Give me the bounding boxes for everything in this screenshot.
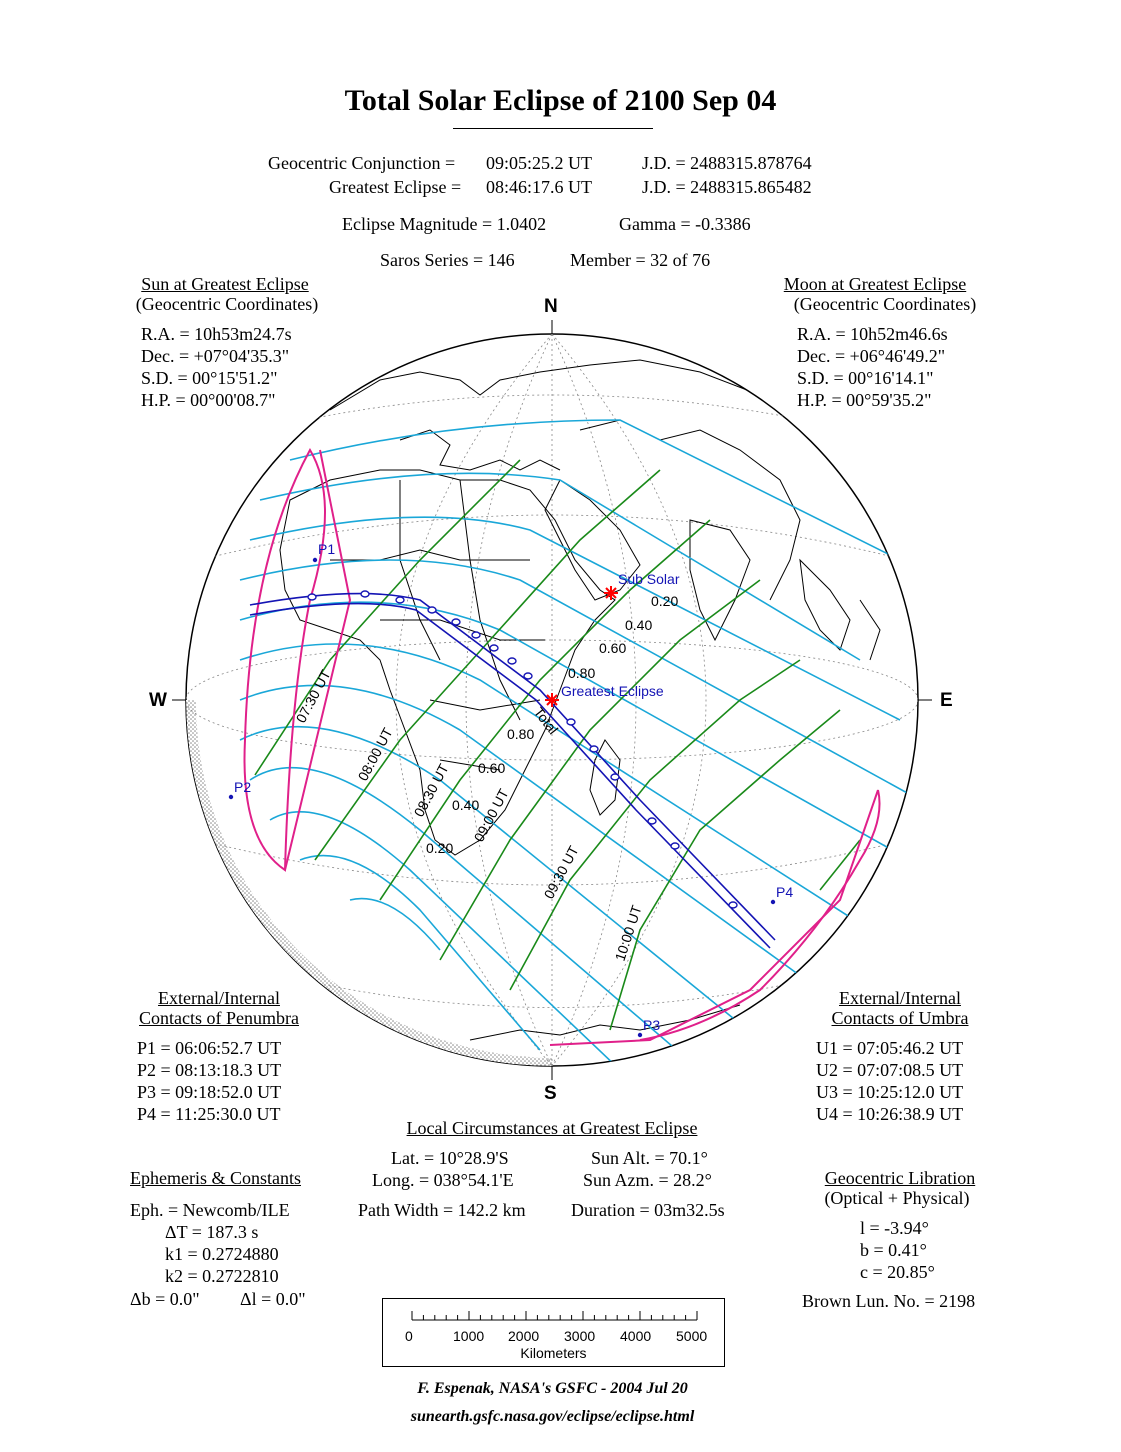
greatest-jd: J.D. = 2488315.865482: [642, 177, 812, 197]
umbra-u1: U1 = 07:05:46.2 UT: [816, 1038, 964, 1058]
scale-unit: Kilometers: [520, 1345, 587, 1361]
penumbra-heading-2: Contacts of Penumbra: [139, 1008, 299, 1028]
scale-tick-4000: 4000: [620, 1328, 652, 1344]
conjunction-label: Geocentric Conjunction =: [268, 153, 456, 173]
sun-dec: Dec. = +07°04'35.3": [141, 346, 290, 366]
scale-bar-box: 0 1000 2000 3000 4000 5000 Kilometers: [382, 1298, 725, 1367]
local-lat: Lat. = 10°28.9'S: [391, 1148, 509, 1168]
footer-credit: F. Espenak, NASA's GSFC - 2004 Jul 20: [417, 1380, 688, 1397]
umbra-markers: [307, 590, 738, 909]
sub-solar-label: Sub Solar: [618, 571, 680, 587]
moon-hp: H.P. = 00°59'35.2": [797, 390, 932, 410]
scale-bar-ruler: [411, 1311, 698, 1321]
conjunction-jd: J.D. = 2488315.878764: [642, 153, 812, 173]
p4-label: P4: [776, 884, 793, 900]
scale-tick-0: 0: [405, 1328, 413, 1344]
penumbra-p2: P2 = 08:13:18.3 UT: [137, 1060, 282, 1080]
penumbra-p4: P4 = 11:25:30.0 UT: [137, 1104, 281, 1124]
sun-hp: H.P. = 00°00'08.7": [141, 390, 276, 410]
sun-sd: S.D. = 00°15'51.2": [141, 368, 278, 388]
mag-west-2: 0.40: [452, 797, 479, 813]
sun-subheading: (Geocentric Coordinates): [135, 294, 319, 314]
compass-south: S: [544, 1083, 557, 1104]
p2-label: P2: [234, 779, 251, 795]
mag-east-1: 0.40: [625, 617, 652, 633]
libration-l: l = -3.94°: [860, 1218, 929, 1238]
umbra-u2: U2 = 07:07:08.5 UT: [816, 1060, 964, 1080]
compass-west: W: [149, 690, 167, 711]
umbra-heading-1: External/Internal: [839, 988, 961, 1008]
libration-brown: Brown Lun. No. = 2198: [802, 1291, 976, 1311]
greatest-eclipse-marker: [545, 693, 559, 707]
ephemeris-k2: k2 = 0.2722810: [165, 1266, 279, 1286]
compass-east: E: [940, 690, 953, 711]
local-sun-azm: Sun Azm. = 28.2°: [583, 1170, 712, 1190]
mag-east-0: 0.20: [651, 593, 678, 609]
local-sun-alt: Sun Alt. = 70.1°: [591, 1148, 708, 1168]
local-path-width: Path Width = 142.2 km: [358, 1200, 526, 1220]
saros-series: Saros Series = 146: [380, 250, 515, 270]
libration-heading: Geocentric Libration: [824, 1168, 976, 1188]
local-duration: Duration = 03m32.5s: [571, 1200, 725, 1220]
umbra-heading-2: Contacts of Umbra: [831, 1008, 969, 1028]
moon-subheading: (Geocentric Coordinates): [793, 294, 977, 314]
mag-west-0: 0.80: [507, 726, 534, 742]
libration-c: c = 20.85°: [860, 1262, 935, 1282]
penumbra-heading-1: External/Internal: [158, 988, 280, 1008]
mag-east-3: 0.80: [568, 665, 595, 681]
sun-heading: Sun at Greatest Eclipse: [141, 274, 309, 294]
footer-url: sunearth.gsfc.nasa.gov/eclipse/eclipse.h…: [410, 1408, 695, 1425]
p1-label: P1: [318, 541, 335, 557]
title-divider: [453, 128, 653, 129]
time-lines: [254, 459, 861, 1031]
saros-member: Member = 32 of 76: [570, 250, 711, 270]
mag-west-3: 0.20: [426, 840, 453, 856]
penumbra-p1: P1 = 06:06:52.7 UT: [137, 1038, 282, 1058]
local-heading: Local Circumstances at Greatest Eclipse: [406, 1118, 698, 1138]
conjunction-time: 09:05:25.2 UT: [486, 153, 592, 173]
moon-ra: R.A. = 10h52m46.6s: [797, 324, 948, 344]
mag-east-2: 0.60: [599, 640, 626, 656]
penumbra-p3: P3 = 09:18:52.0 UT: [137, 1082, 282, 1102]
sun-ra: R.A. = 10h53m24.7s: [141, 324, 292, 344]
moon-dec: Dec. = +06°46'49.2": [797, 346, 946, 366]
page-title: Total Solar Eclipse of 2100 Sep 04: [344, 84, 777, 117]
umbra-u4: U4 = 10:26:38.9 UT: [816, 1104, 964, 1124]
scale-tick-5000: 5000: [676, 1328, 708, 1344]
ephemeris-dl: Δl = 0.0": [240, 1289, 306, 1309]
ephemeris-heading: Ephemeris & Constants: [130, 1168, 301, 1188]
greatest-label: Greatest Eclipse =: [329, 177, 462, 197]
penumbral-limits: [243, 447, 881, 1046]
sub-solar-marker: [604, 586, 618, 600]
compass-north: N: [544, 296, 558, 317]
p3-label: P3: [643, 1017, 660, 1033]
eclipse-magnitude: Eclipse Magnitude = 1.0402: [342, 214, 547, 234]
greatest-time: 08:46:17.6 UT: [486, 177, 592, 197]
ephemeris-db: Δb = 0.0": [130, 1289, 200, 1309]
scale-tick-3000: 3000: [564, 1328, 596, 1344]
ephemeris-eph: Eph. = Newcomb/ILE: [130, 1200, 290, 1220]
scale-tick-1000: 1000: [453, 1328, 485, 1344]
greatest-eclipse-label: Greatest Eclipse: [561, 683, 664, 699]
moon-heading: Moon at Greatest Eclipse: [783, 274, 967, 294]
umbra-u3: U3 = 10:25:12.0 UT: [816, 1082, 964, 1102]
scale-tick-2000: 2000: [508, 1328, 540, 1344]
libration-subheading: (Optical + Physical): [824, 1188, 970, 1208]
ephemeris-dt: ΔT = 187.3 s: [165, 1222, 259, 1242]
moon-sd: S.D. = 00°16'14.1": [797, 368, 934, 388]
ephemeris-k1: k1 = 0.2724880: [165, 1244, 279, 1264]
libration-b: b = 0.41°: [860, 1240, 927, 1260]
contact-points: [228, 557, 776, 1038]
mag-west-1: 0.60: [478, 760, 505, 776]
local-long: Long. = 038°54.1'E: [372, 1170, 514, 1190]
eclipse-gamma: Gamma = -0.3386: [619, 214, 751, 234]
